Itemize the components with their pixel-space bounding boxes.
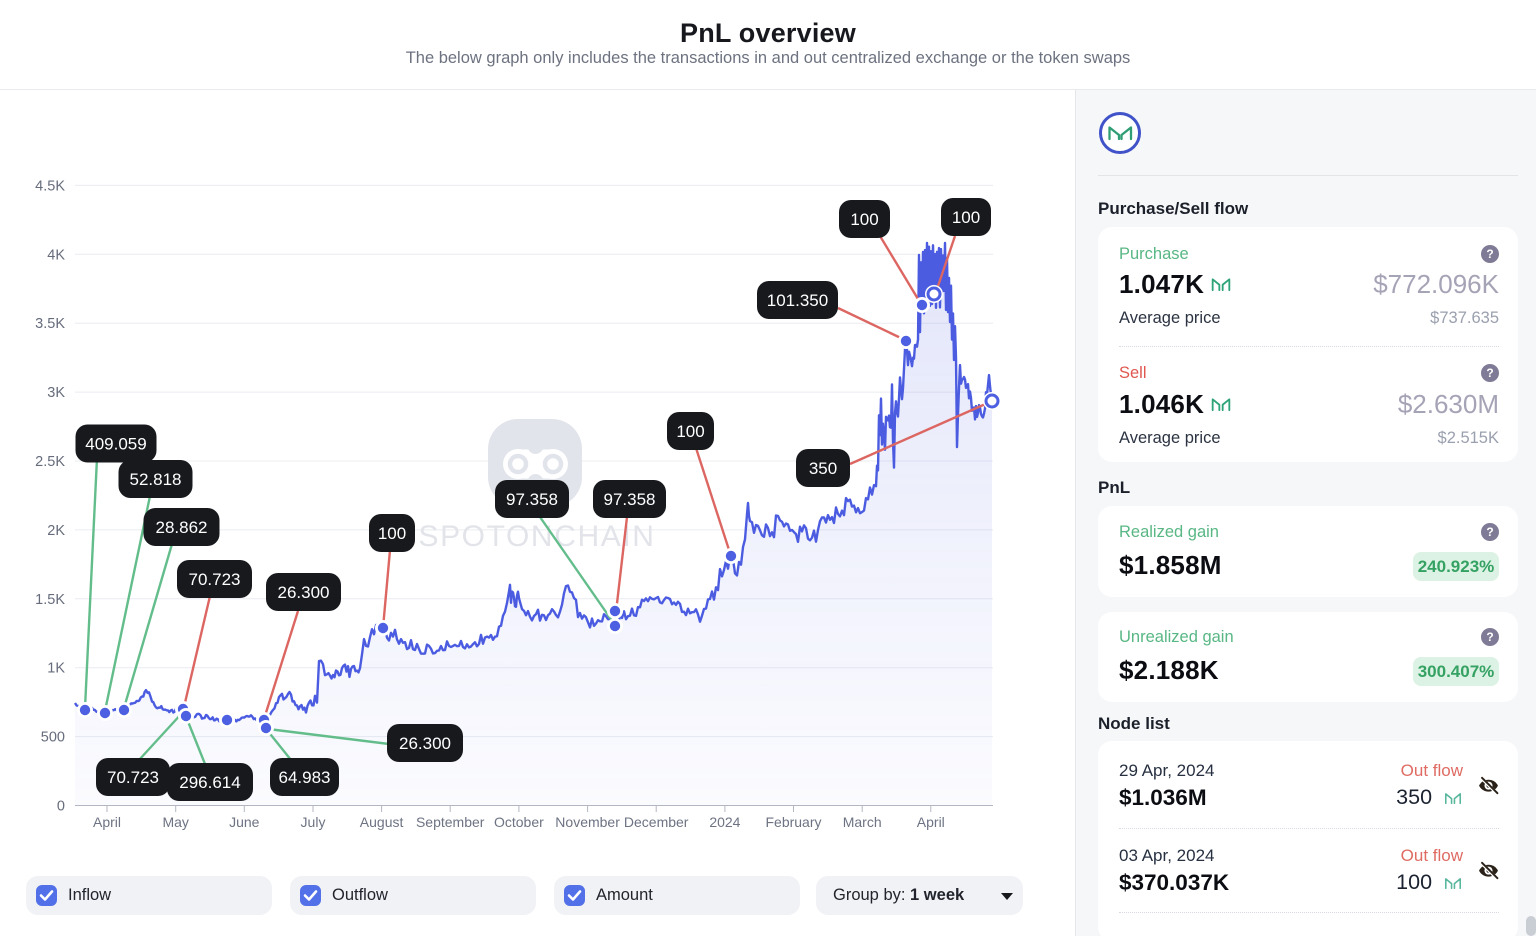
svg-text:97.358: 97.358 [604, 490, 656, 509]
svg-text:100: 100 [676, 422, 704, 441]
svg-text:October: October [494, 814, 544, 830]
svg-text:3K: 3K [47, 385, 65, 401]
svg-text:November: November [555, 814, 620, 830]
svg-text:409.059: 409.059 [85, 435, 146, 454]
svg-text:100: 100 [378, 524, 406, 543]
svg-text:4K: 4K [47, 247, 65, 263]
svg-text:97.358: 97.358 [506, 490, 558, 509]
svg-text:April: April [917, 814, 945, 830]
svg-text:March: March [843, 814, 882, 830]
svg-text:64.983: 64.983 [279, 768, 331, 787]
svg-text:0: 0 [57, 799, 65, 815]
svg-text:1.5K: 1.5K [35, 592, 65, 608]
svg-text:28.862: 28.862 [156, 518, 208, 537]
svg-text:3.5K: 3.5K [35, 316, 65, 332]
svg-text:350: 350 [809, 459, 837, 478]
svg-text:December: December [624, 814, 689, 830]
svg-text:26.300: 26.300 [278, 583, 330, 602]
svg-text:SPOTONCHAIN: SPOTONCHAIN [418, 520, 655, 553]
svg-text:52.818: 52.818 [130, 470, 182, 489]
svg-text:2024: 2024 [709, 814, 740, 830]
svg-text:May: May [162, 814, 188, 830]
svg-text:500: 500 [41, 730, 65, 746]
svg-text:101.350: 101.350 [767, 291, 828, 310]
svg-text:September: September [416, 814, 485, 830]
svg-text:2.5K: 2.5K [35, 454, 65, 470]
svg-text:August: August [360, 814, 404, 830]
svg-text:100: 100 [952, 208, 980, 227]
svg-text:296.614: 296.614 [179, 773, 240, 792]
svg-text:100: 100 [850, 210, 878, 229]
svg-text:June: June [229, 814, 260, 830]
svg-text:4.5K: 4.5K [35, 178, 65, 194]
svg-text:April: April [93, 814, 121, 830]
svg-text:70.723: 70.723 [107, 768, 159, 787]
svg-text:26.300: 26.300 [399, 734, 451, 753]
svg-text:July: July [301, 814, 326, 830]
svg-text:February: February [765, 814, 821, 830]
svg-text:1K: 1K [47, 661, 65, 677]
svg-text:2K: 2K [47, 523, 65, 539]
svg-text:70.723: 70.723 [189, 570, 241, 589]
